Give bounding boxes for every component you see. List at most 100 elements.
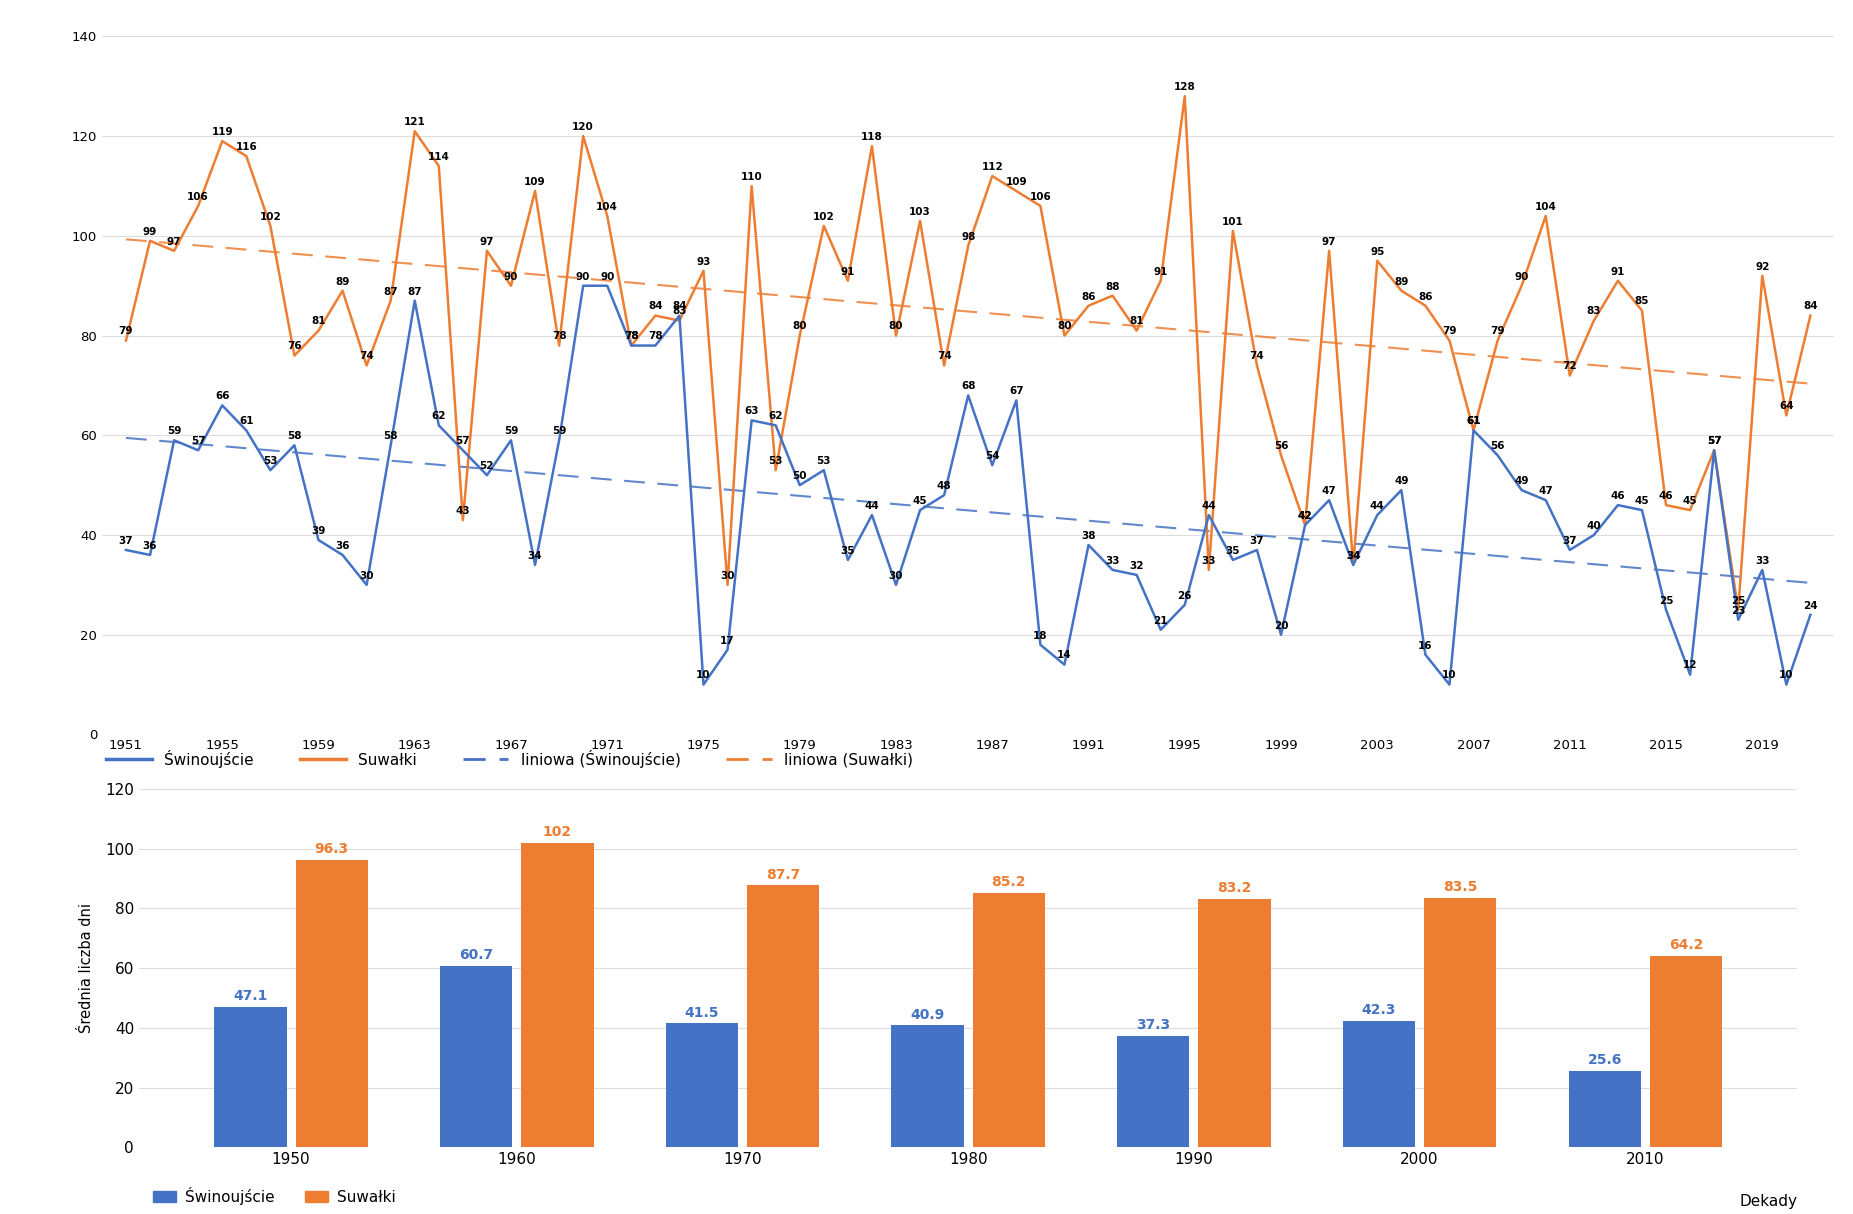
Text: 79: 79: [119, 327, 133, 336]
Text: 21: 21: [1153, 615, 1167, 625]
Text: 46: 46: [1610, 490, 1625, 501]
Text: 110: 110: [741, 172, 762, 182]
Text: 86: 86: [1082, 291, 1095, 301]
Bar: [973, 894, 1045, 1147]
Text: 64.2: 64.2: [1670, 938, 1703, 952]
Text: 45: 45: [1634, 497, 1649, 506]
Text: 18: 18: [1034, 630, 1047, 641]
Text: 34: 34: [1345, 551, 1360, 561]
Text: 37: 37: [119, 535, 133, 546]
Text: 16: 16: [1418, 641, 1432, 651]
Text: 83.5: 83.5: [1443, 880, 1477, 895]
Text: 102: 102: [543, 826, 573, 839]
Text: Dekady: Dekady: [1740, 1193, 1797, 1209]
Legend: Świnoujście, Suwałki, liniowa (Świnoujście), liniowa (Suwałki): Świnoujście, Suwałki, liniowa (Świnoujśc…: [100, 744, 919, 773]
Text: 42: 42: [1297, 511, 1312, 521]
Text: 121: 121: [404, 117, 426, 127]
Text: 10: 10: [1779, 670, 1794, 680]
Text: 80: 80: [1058, 322, 1071, 331]
Text: 59: 59: [552, 426, 567, 436]
Text: 79: 79: [1442, 327, 1456, 336]
Text: 80: 80: [889, 322, 902, 331]
Text: 20: 20: [1273, 620, 1288, 630]
Text: 63: 63: [745, 407, 760, 416]
Text: 35: 35: [841, 546, 854, 556]
Text: 45: 45: [914, 497, 926, 506]
Text: 84: 84: [649, 301, 663, 312]
Text: 119: 119: [211, 127, 233, 137]
Text: 40.9: 40.9: [910, 1008, 945, 1022]
Text: 44: 44: [1201, 501, 1216, 511]
Bar: [891, 1025, 964, 1147]
Text: 98: 98: [962, 232, 975, 242]
Text: 53: 53: [769, 456, 784, 466]
Text: 76: 76: [287, 341, 302, 351]
Text: 67: 67: [1010, 386, 1023, 396]
Text: 32: 32: [1128, 561, 1143, 571]
Text: 104: 104: [597, 202, 619, 211]
Text: 25.6: 25.6: [1588, 1054, 1621, 1067]
Bar: [1117, 1036, 1190, 1147]
Text: 79: 79: [1490, 327, 1505, 336]
Text: 109: 109: [524, 177, 547, 187]
Text: 112: 112: [982, 161, 1002, 172]
Text: 57: 57: [1707, 436, 1721, 446]
Text: 84: 84: [1803, 301, 1818, 312]
Text: 97: 97: [1321, 237, 1336, 246]
Text: 88: 88: [1106, 282, 1119, 291]
Text: 62: 62: [432, 412, 447, 421]
Text: 81: 81: [311, 317, 326, 327]
Text: 120: 120: [573, 121, 595, 132]
Text: 49: 49: [1393, 476, 1408, 486]
Text: 99: 99: [143, 227, 158, 237]
Text: 85.2: 85.2: [991, 875, 1027, 890]
Text: 37: 37: [1562, 535, 1577, 546]
Text: 92: 92: [1755, 261, 1770, 272]
Bar: [1199, 898, 1271, 1147]
Text: 87.7: 87.7: [765, 868, 800, 881]
Text: 91: 91: [841, 267, 854, 277]
Text: 74: 74: [359, 351, 374, 362]
Y-axis label: Średnia liczba dni: Średnia liczba dni: [80, 903, 95, 1033]
Text: 26: 26: [1177, 591, 1191, 601]
Text: 81: 81: [1128, 317, 1143, 327]
Text: 57: 57: [191, 436, 206, 446]
Text: 33: 33: [1106, 556, 1119, 566]
Text: 45: 45: [1683, 497, 1697, 506]
Text: 59: 59: [504, 426, 519, 436]
Text: 74: 74: [1249, 351, 1264, 362]
Text: 90: 90: [504, 272, 519, 282]
Text: 14: 14: [1056, 651, 1071, 660]
Text: 89: 89: [335, 277, 350, 287]
Text: 37: 37: [1249, 535, 1264, 546]
Text: 116: 116: [235, 142, 258, 152]
Text: 59: 59: [167, 426, 182, 436]
Text: 78: 78: [624, 331, 639, 341]
Text: 93: 93: [697, 256, 712, 267]
Bar: [1568, 1071, 1640, 1147]
Text: 52: 52: [480, 461, 495, 471]
Text: 17: 17: [721, 636, 736, 646]
Text: 83.2: 83.2: [1217, 881, 1253, 896]
Text: 34: 34: [528, 551, 543, 561]
Text: 57: 57: [456, 436, 471, 446]
Bar: [296, 860, 369, 1147]
Text: 61: 61: [1466, 416, 1481, 426]
Text: 47: 47: [1321, 486, 1336, 497]
Text: 43: 43: [456, 506, 471, 516]
Bar: [521, 843, 593, 1147]
Text: 58: 58: [384, 431, 398, 441]
Text: 78: 78: [552, 331, 567, 341]
Text: 103: 103: [910, 206, 930, 217]
Text: 74: 74: [938, 351, 951, 362]
Bar: [747, 885, 819, 1147]
Text: 35: 35: [1225, 546, 1240, 556]
Text: 84: 84: [673, 301, 687, 312]
Text: 80: 80: [793, 322, 808, 331]
Text: 128: 128: [1175, 83, 1195, 92]
Text: 49: 49: [1514, 476, 1529, 486]
Bar: [665, 1023, 737, 1147]
Text: 42.3: 42.3: [1362, 1004, 1395, 1017]
Text: 96.3: 96.3: [315, 843, 348, 856]
Text: 90: 90: [600, 272, 615, 282]
